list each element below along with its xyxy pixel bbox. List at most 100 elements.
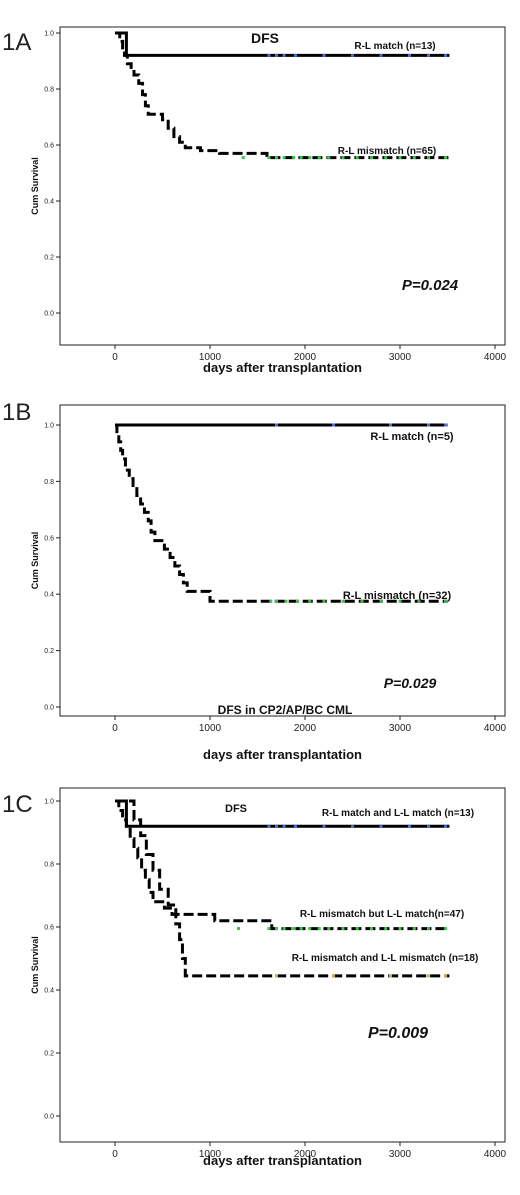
x-tick-label: 3000: [389, 1149, 412, 1160]
y-tick-label: 0.8: [44, 479, 54, 486]
censor-mark: [417, 599, 421, 603]
y-tick-label: 0.2: [44, 255, 54, 262]
censor-mark: [332, 423, 335, 427]
x-tick-label: 1000: [199, 723, 222, 734]
censor-mark: [444, 156, 448, 160]
censor-mark: [427, 53, 430, 57]
censor-mark: [398, 156, 402, 160]
censor-mark: [317, 927, 321, 931]
y-tick-label: 0.4: [44, 988, 54, 995]
censor-mark: [275, 156, 278, 160]
censor-mark: [427, 156, 430, 160]
censor-mark: [412, 156, 416, 160]
censor-mark: [322, 53, 326, 57]
panel-label-1c: 1C: [2, 791, 33, 818]
censor-mark: [444, 927, 448, 931]
survival-curve-2: [115, 799, 450, 931]
plot-area-1b: 0.0 0.2 0.4 0.6 0.8 1.0 0 1000 2000 3000 4000 days …: [30, 404, 507, 762]
censor-mark: [384, 927, 388, 931]
censor-mark: [444, 53, 448, 57]
censor-mark: [327, 156, 331, 160]
censor-mark: [292, 156, 296, 160]
censor-mark: [379, 824, 383, 828]
y-tick-label: 0.2: [44, 648, 54, 655]
censor-mark: [370, 156, 373, 160]
plot-frame: [59, 404, 506, 717]
y-tick-label: 0.4: [44, 199, 54, 206]
censor-mark: [282, 927, 286, 931]
x-tick-label: 2000: [294, 1149, 317, 1160]
censor-mark: [275, 927, 278, 931]
y-tick-label: 0.4: [44, 592, 54, 599]
censor-mark: [444, 599, 448, 603]
censor-mark: [408, 824, 411, 828]
x-tick-label: 4000: [484, 723, 507, 734]
censor-mark: [295, 599, 299, 603]
y-tick-label: 0.6: [44, 143, 54, 150]
x-tick-label: 1000: [199, 1149, 222, 1160]
x-tick-label: 4000: [484, 352, 507, 363]
censor-mark: [317, 156, 321, 160]
censor-mark: [308, 927, 312, 931]
censor-mark: [284, 599, 288, 603]
censor-mark: [332, 974, 335, 978]
censor-mark: [322, 824, 326, 828]
y-tick-label: 0.0: [44, 1114, 54, 1121]
censor-mark: [275, 599, 278, 603]
censor-mark: [267, 53, 271, 57]
y-axis-label: Cum Survival: [30, 157, 40, 215]
y-tick-label: 0.6: [44, 925, 54, 932]
y-tick-label: 0.8: [44, 87, 54, 94]
censor-mark: [267, 927, 271, 931]
series-label-1: R-L match and L-L match (n=13): [322, 808, 474, 819]
censor-mark: [444, 974, 448, 978]
censor-mark: [379, 599, 383, 603]
x-tick-label: 2000: [294, 723, 317, 734]
censor-mark: [322, 599, 326, 603]
censor-mark: [294, 53, 297, 57]
censor-mark: [282, 824, 286, 828]
panel-label-1a: 1A: [2, 29, 31, 56]
p-value: P=0.029: [384, 675, 437, 691]
censor-mark: [444, 824, 448, 828]
x-tick-label: 4000: [484, 1149, 507, 1160]
censor-mark: [282, 156, 286, 160]
censor-mark: [408, 53, 411, 57]
censor-mark: [327, 927, 331, 931]
x-axis-label: days after transplantation: [203, 1153, 362, 1168]
censor-mark: [299, 156, 303, 160]
censor-mark: [412, 927, 416, 931]
survival-curve-2: [115, 423, 448, 603]
censor-mark: [294, 824, 297, 828]
censor-mark: [351, 824, 354, 828]
censor-mark: [427, 423, 430, 427]
y-axis-label: Cum Survival: [30, 532, 40, 590]
y-tick-label: 0.0: [44, 311, 54, 318]
y-tick-label: 1.0: [44, 423, 54, 430]
censor-mark: [308, 156, 312, 160]
censor-mark: [275, 423, 278, 427]
censor-mark: [275, 53, 278, 57]
censor-mark: [351, 53, 354, 57]
plot-area-1a: 0.0 0.2 0.4 0.6 0.8 1.0 0 1000 2000 3000 4000 days …: [30, 26, 507, 375]
y-tick-label: 1.0: [44, 799, 54, 806]
censor-mark: [299, 927, 303, 931]
censor-mark: [360, 599, 364, 603]
censor-mark: [292, 927, 296, 931]
x-tick-label: 0: [112, 352, 118, 363]
censor-mark: [341, 599, 345, 603]
censor-mark: [427, 974, 430, 978]
censor-mark: [427, 927, 430, 931]
censor-mark: [427, 824, 430, 828]
x-tick-label: 2000: [294, 352, 317, 363]
series-label-2: R-L mismatch (n=65): [338, 146, 436, 157]
chart-title: DFS: [251, 30, 279, 46]
censor-mark: [355, 156, 359, 160]
plot-area-1c: 0.0 0.2 0.4 0.6 0.8 1.0 0 1000 2000 3000 4000 days …: [30, 787, 507, 1168]
panel-1c: 1C 0.0 0.2 0.4 0.6 0.8 1.0 0 1000 2000 3000 4000 da…: [2, 787, 507, 1168]
censor-mark: [355, 927, 359, 931]
x-tick-label: 0: [112, 723, 118, 734]
censor-mark: [389, 423, 392, 427]
chart-title: DFS: [225, 803, 247, 815]
censor-mark: [341, 927, 345, 931]
